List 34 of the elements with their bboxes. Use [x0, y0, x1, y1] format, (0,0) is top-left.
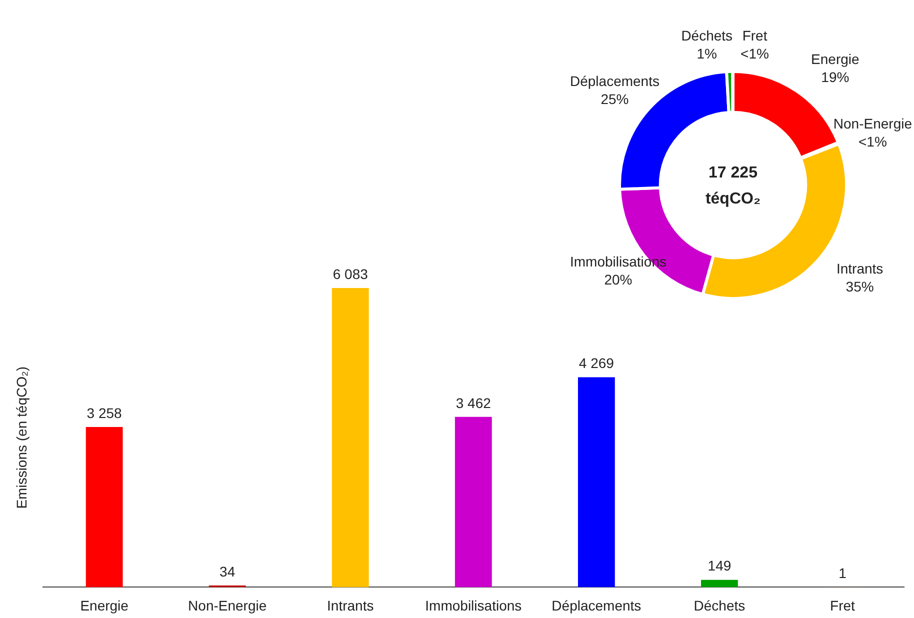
data-label: 3 462	[456, 394, 492, 411]
data-label: 1%	[696, 45, 717, 62]
slice-label: Déchets	[681, 27, 733, 44]
x-tick-label: Intrants	[327, 597, 374, 614]
bar	[701, 580, 738, 588]
x-tick-label: Immobilisations	[425, 597, 522, 614]
bar	[332, 288, 369, 588]
slice-label: Energie	[811, 51, 860, 68]
data-label: 3 258	[86, 404, 122, 421]
x-tick-label: Fret	[830, 597, 856, 614]
x-tick-label: Déplacements	[552, 597, 642, 614]
data-label: <1%	[740, 45, 769, 62]
data-label: 34	[220, 563, 236, 580]
x-tick-label: Non-Energie	[188, 597, 267, 614]
bar	[454, 416, 492, 588]
bar	[86, 426, 123, 588]
data-label: 1	[838, 565, 847, 582]
data-label: 20%	[604, 271, 632, 288]
data-label: 19%	[821, 69, 850, 86]
y-axis-title: Emissions (en téqCO₂)	[13, 366, 30, 509]
slice-label: Non-Energie	[833, 116, 912, 132]
x-tick-label: Energie	[80, 597, 129, 614]
slice-label: Déplacements	[570, 72, 660, 89]
data-label: 35%	[846, 278, 874, 294]
slice-label: Fret	[742, 27, 768, 44]
x-tick-label: Déchets	[694, 597, 746, 614]
data-label: <1%	[858, 134, 887, 150]
bar	[578, 377, 615, 588]
data-label: 4 269	[578, 355, 614, 372]
slice-label: Intrants	[836, 260, 884, 276]
data-label: 149	[708, 558, 732, 574]
data-label: 25%	[600, 90, 629, 107]
data-label: 6 083	[332, 266, 368, 282]
text: 17 225 téqCO₂	[705, 164, 761, 208]
